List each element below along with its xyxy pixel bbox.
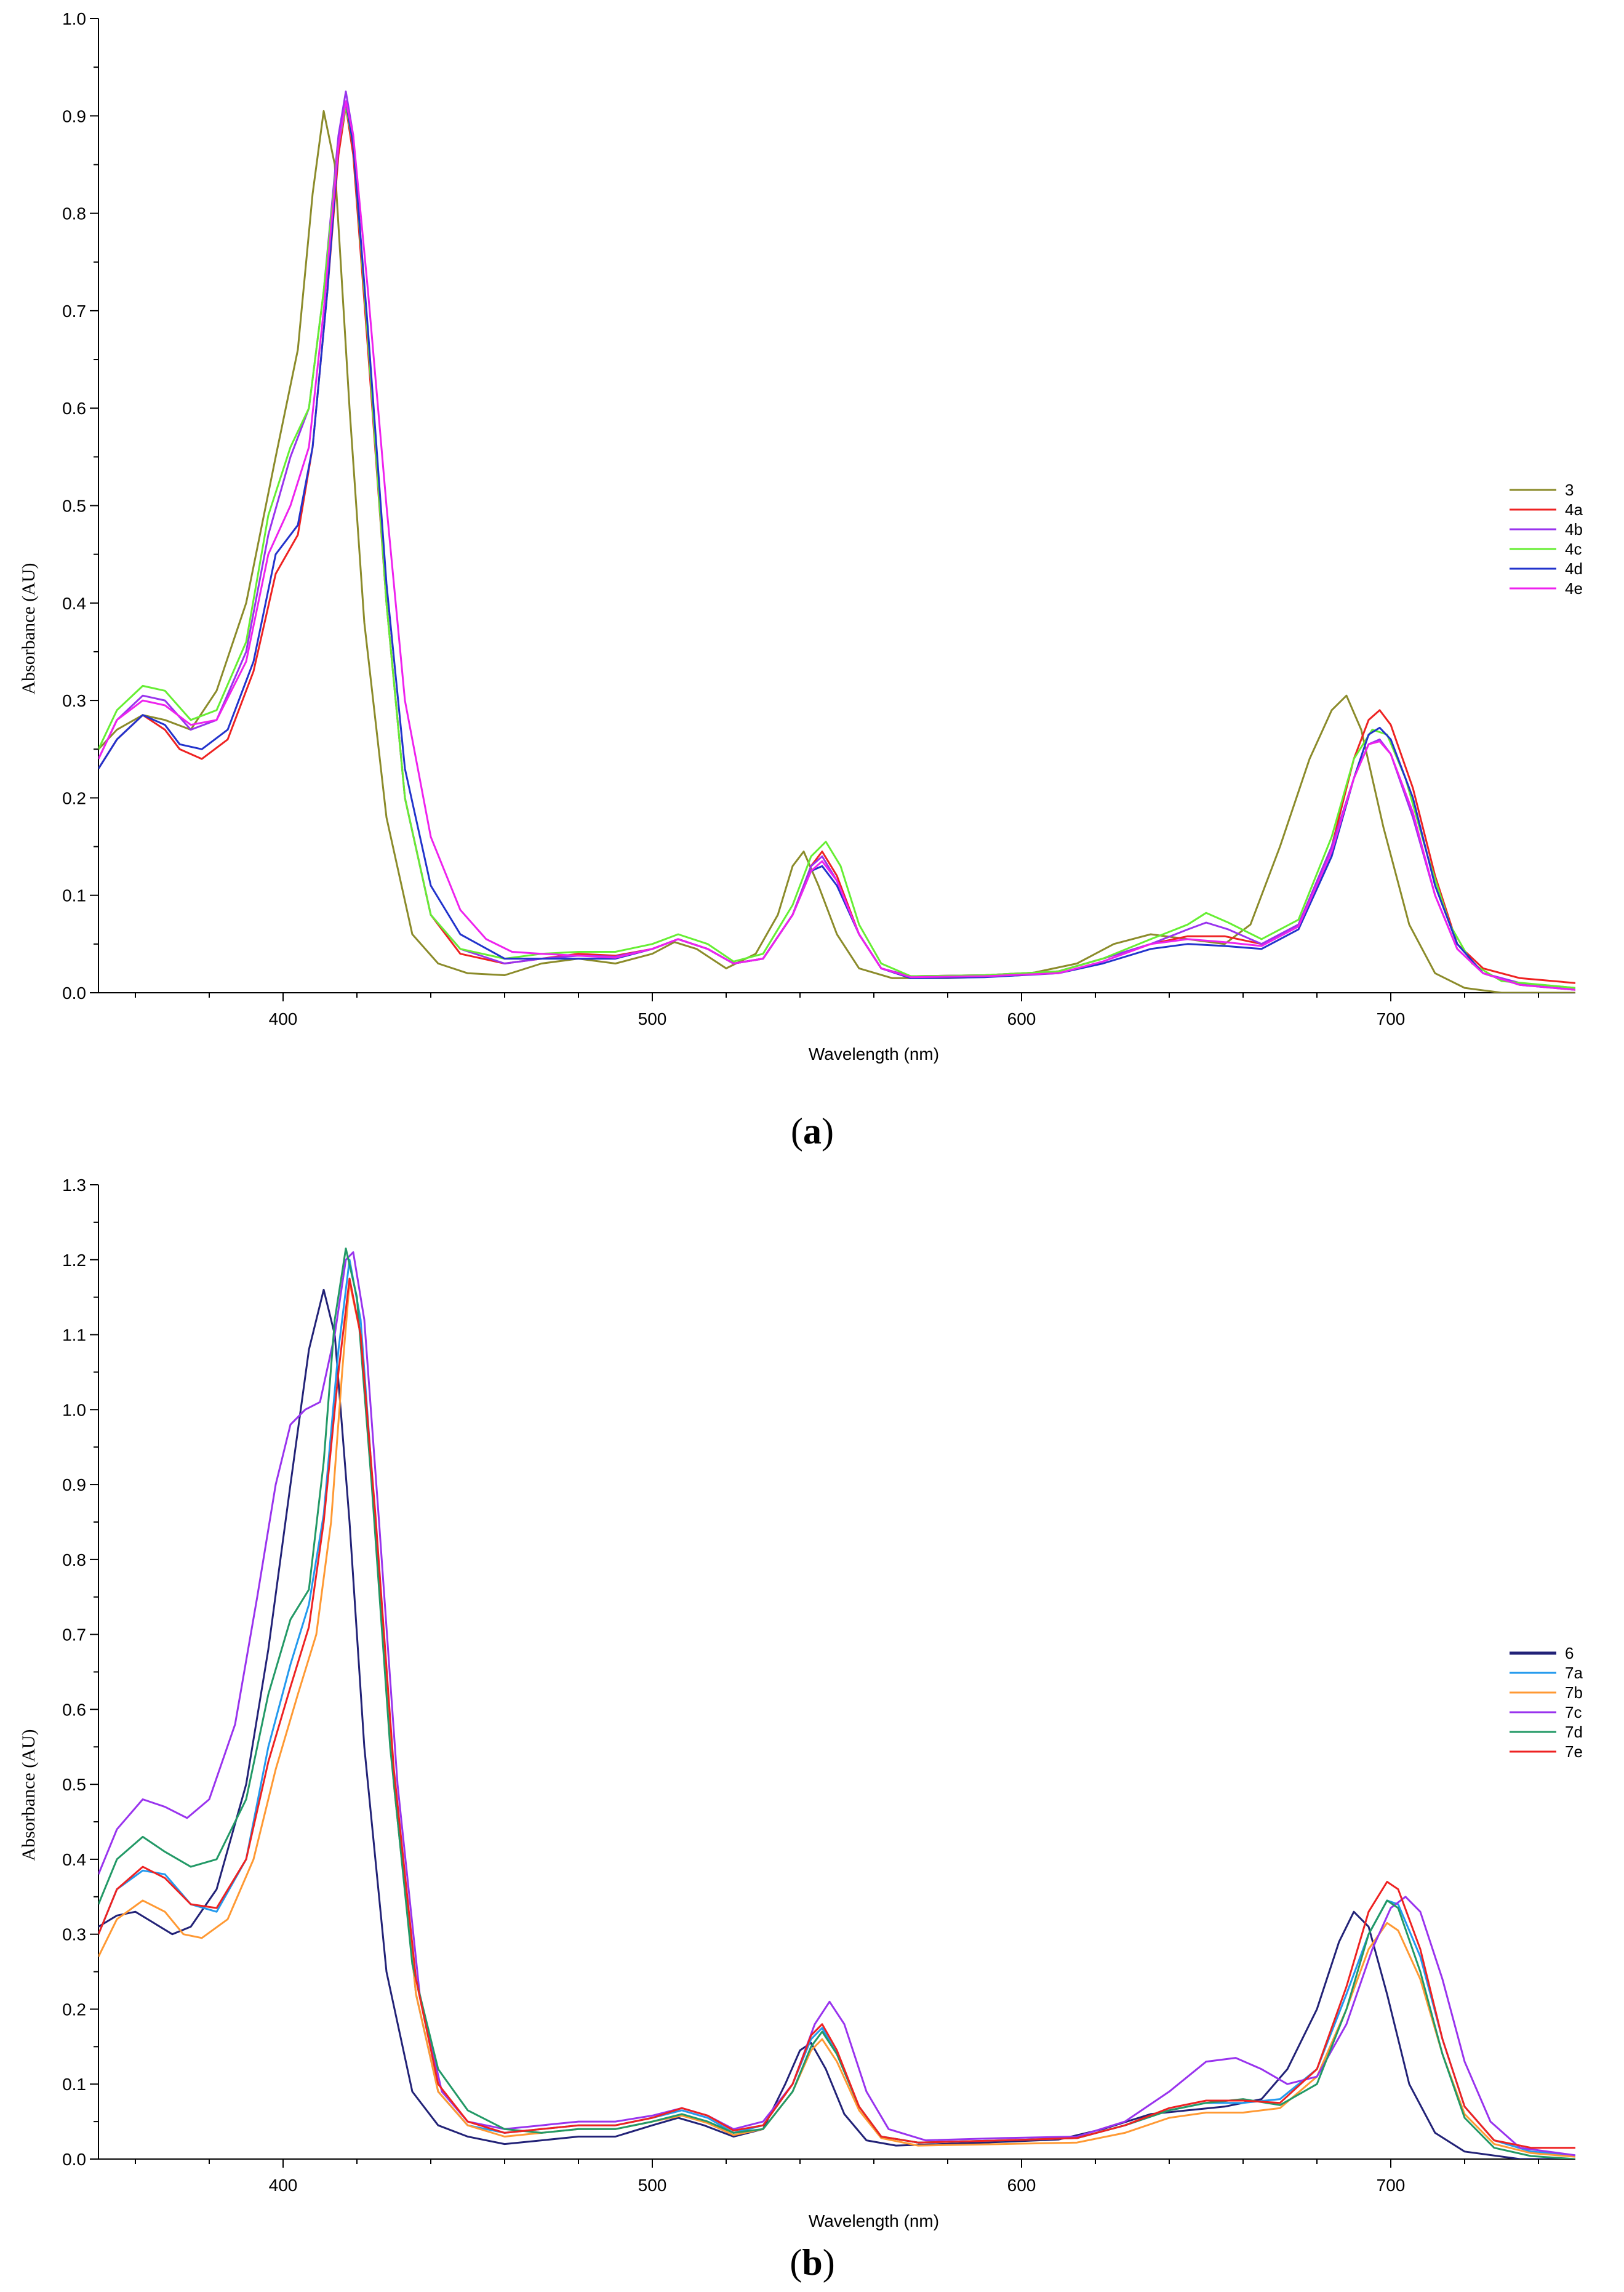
y-tick-label: 1.1 <box>62 1326 86 1345</box>
y-axis-title: Absorbance (AU) <box>18 563 39 694</box>
y-tick-label: 0.8 <box>62 204 86 223</box>
y-tick-label: 1.0 <box>62 9 86 28</box>
series-group <box>98 90 1575 993</box>
y-tick-label: 0.7 <box>62 1625 86 1645</box>
legend-label-4c: 4c <box>1565 540 1582 558</box>
legend-label-7d: 7d <box>1565 1723 1583 1741</box>
y-tick-label: 0.5 <box>62 497 86 516</box>
x-axis-title: Wavelength (nm) <box>809 2211 939 2230</box>
series-line-3 <box>98 110 1575 993</box>
x-tick-label: 400 <box>269 1009 298 1028</box>
y-tick-label: 0.4 <box>62 1850 86 1869</box>
legend-label-7b: 7b <box>1565 1683 1583 1702</box>
series-line-7d <box>98 1248 1575 2159</box>
y-tick-label: 0.4 <box>62 594 86 613</box>
series-line-4c <box>98 105 1575 989</box>
x-tick-label: 400 <box>269 2176 298 2195</box>
x-tick-label: 600 <box>1007 2176 1036 2195</box>
legend-label-7e: 7e <box>1565 1742 1583 1761</box>
y-tick-label: 0.0 <box>62 984 86 1003</box>
y-axis-title: Absorbance (AU) <box>18 1729 39 1861</box>
legend-label-4d: 4d <box>1565 559 1583 578</box>
y-tick-label: 0.3 <box>62 1925 86 1944</box>
x-tick-label: 700 <box>1377 2176 1406 2195</box>
series-line-4e <box>98 100 1575 991</box>
x-tick-label: 500 <box>638 1009 667 1028</box>
legend-label-7a: 7a <box>1565 1664 1583 1682</box>
panel-label: (a) <box>791 1111 834 1152</box>
chart-panel-b: 0.0 0.1 0.2 0.3 0.4 0.5 0.6 0.7 0.8 0.9 1.0 1.1 1.2 1… <box>18 1176 1583 2283</box>
legend-label-3: 3 <box>1565 481 1574 499</box>
y-tick-label: 0.1 <box>62 886 86 905</box>
y-tick-label: 0.6 <box>62 1700 86 1719</box>
y-tick-label: 1.0 <box>62 1400 86 1419</box>
x-axis-title: Wavelength (nm) <box>809 1044 939 1064</box>
y-tick-label: 0.0 <box>62 2150 86 2169</box>
x-tick-label: 500 <box>638 2176 667 2195</box>
y-tick-label: 0.2 <box>62 2000 86 2019</box>
chart-panel-a: 0.0 0.1 0.2 0.3 0.4 0.5 0.6 0.7 0.8 0.9 1.0 400 500 6… <box>18 9 1583 1152</box>
x-tick-label: 600 <box>1007 1009 1036 1028</box>
legend-label-4b: 4b <box>1565 520 1583 539</box>
legend-label-4e: 4e <box>1565 579 1583 598</box>
legend-label-4a: 4a <box>1565 500 1583 519</box>
y-tick-label: 0.5 <box>62 1775 86 1794</box>
y-tick-label: 0.7 <box>62 302 86 321</box>
y-tick-label: 0.2 <box>62 788 86 807</box>
series-line-6 <box>98 1289 1575 2159</box>
legend-label-6: 6 <box>1565 1644 1574 1662</box>
y-tick-label: 0.1 <box>62 2075 86 2094</box>
y-tick-label: 1.3 <box>62 1176 86 1195</box>
y-tick-label: 0.9 <box>62 1475 86 1494</box>
y-tick-label: 0.9 <box>62 106 86 126</box>
panel-label: (b) <box>790 2242 834 2283</box>
y-tick-label: 0.3 <box>62 691 86 710</box>
series-line-7e <box>98 1277 1575 2149</box>
x-tick-label: 700 <box>1377 1009 1406 1028</box>
y-tick-label: 0.6 <box>62 399 86 418</box>
legend-label-7c: 7c <box>1565 1703 1582 1721</box>
y-tick-label: 0.8 <box>62 1550 86 1569</box>
y-tick-label: 1.2 <box>62 1251 86 1270</box>
series-group <box>98 1248 1575 2159</box>
